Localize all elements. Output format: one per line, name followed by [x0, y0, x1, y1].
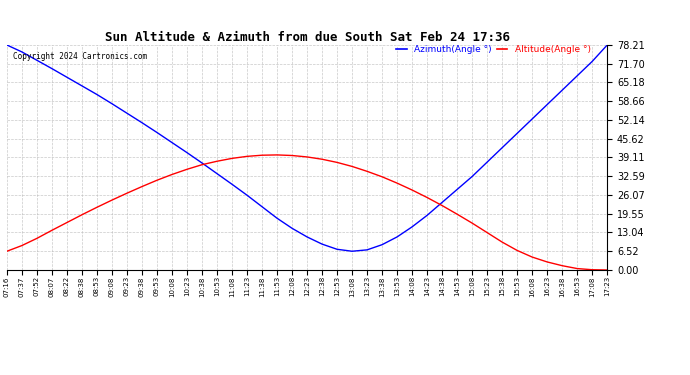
- Legend: Azimuth(Angle °), Altitude(Angle °): Azimuth(Angle °), Altitude(Angle °): [397, 45, 591, 54]
- Text: Copyright 2024 Cartronics.com: Copyright 2024 Cartronics.com: [13, 52, 147, 61]
- Title: Sun Altitude & Azimuth from due South Sat Feb 24 17:36: Sun Altitude & Azimuth from due South Sa…: [105, 31, 509, 44]
